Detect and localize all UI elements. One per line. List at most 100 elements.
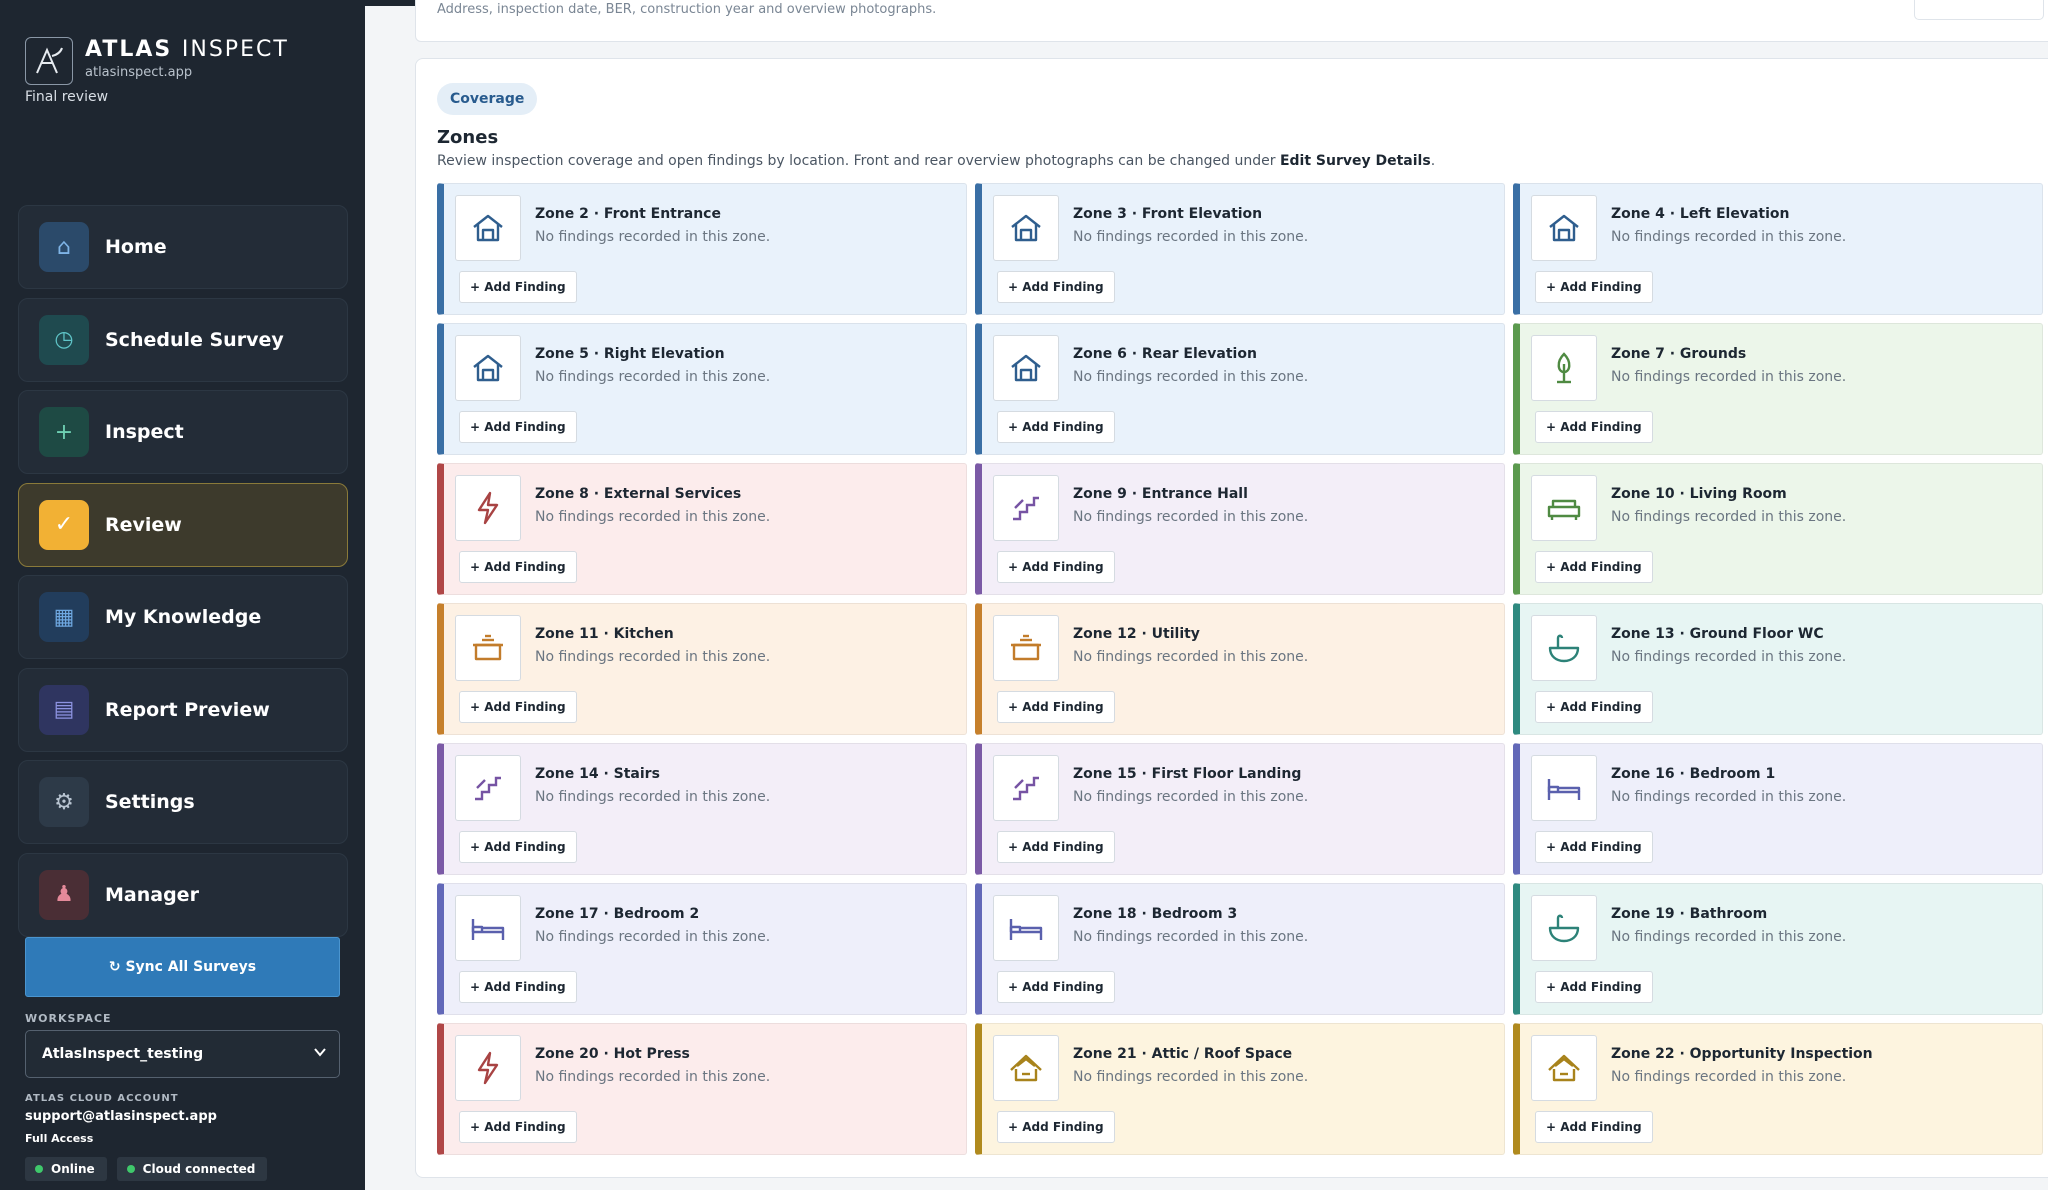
gear-icon: ⚙ [39, 777, 89, 827]
sidebar: ATLAS INSPECT atlasinspect.app Final rev… [0, 0, 365, 1190]
pot-icon [455, 615, 521, 681]
zone-name: Zone 19 · Bathroom [1611, 906, 1768, 922]
zone-card[interactable]: Zone 7 · Grounds No findings recorded in … [1513, 323, 2043, 455]
workspace-value: AtlasInspect_testing [42, 1046, 204, 1062]
add-finding-button[interactable]: + Add Finding [459, 691, 577, 723]
add-finding-button[interactable]: + Add Finding [997, 271, 1115, 303]
survey-details-card [415, 0, 2048, 42]
zone-card[interactable]: Zone 10 · Living Room No findings recorde… [1513, 463, 2043, 595]
add-finding-button[interactable]: + Add Finding [459, 1111, 577, 1143]
sidebar-item-home[interactable]: ⌂ Home [18, 205, 348, 289]
zone-card[interactable]: Zone 5 · Right Elevation No findings reco… [437, 323, 967, 455]
zone-name: Zone 13 · Ground Floor WC [1611, 626, 1824, 642]
zone-card[interactable]: Zone 13 · Ground Floor WC No findings rec… [1513, 603, 2043, 735]
zone-status: No findings recorded in this zone. [1073, 1069, 1309, 1085]
zone-card[interactable]: Zone 14 · Stairs No findings recorded in … [437, 743, 967, 875]
sidebar-item-settings[interactable]: ⚙ Settings [18, 760, 348, 844]
sync-all-surveys-button[interactable]: ↻ Sync All Surveys [25, 937, 340, 997]
zone-name: Zone 4 · Left Elevation [1611, 206, 1790, 222]
account-email: support@atlasinspect.app [25, 1109, 217, 1124]
zone-card[interactable]: Zone 22 · Opportunity Inspection No findi… [1513, 1023, 2043, 1155]
add-finding-button[interactable]: + Add Finding [459, 971, 577, 1003]
person-icon: ♟ [39, 869, 89, 920]
zone-status: No findings recorded in this zone. [1611, 1069, 1847, 1085]
sidebar-item-label: Settings [105, 791, 195, 813]
zone-card[interactable]: Zone 18 · Bedroom 3 No findings recorded … [975, 883, 1505, 1015]
add-finding-button[interactable]: + Add Finding [1535, 691, 1653, 723]
zone-status: No findings recorded in this zone. [1073, 229, 1309, 245]
check-icon: ✓ [39, 499, 89, 550]
house-icon [993, 195, 1059, 261]
zone-card[interactable]: Zone 4 · Left Elevation No findings recor… [1513, 183, 2043, 315]
stairs-icon [455, 755, 521, 821]
zone-card[interactable]: Zone 16 · Bedroom 1 No findings recorded … [1513, 743, 2043, 875]
add-finding-button[interactable]: + Add Finding [459, 551, 577, 583]
house-icon [455, 195, 521, 261]
house-icon [1531, 195, 1597, 261]
sidebar-item-label: Inspect [105, 421, 184, 443]
add-finding-button[interactable]: + Add Finding [459, 271, 577, 303]
roof-icon [1531, 1035, 1597, 1101]
add-finding-button[interactable]: + Add Finding [1535, 831, 1653, 863]
zone-card[interactable]: Zone 11 · Kitchen No findings recorded in… [437, 603, 967, 735]
status-badge-online: Online [25, 1157, 107, 1181]
zone-name: Zone 17 · Bedroom 2 [535, 906, 700, 922]
zone-name: Zone 20 · Hot Press [535, 1046, 690, 1062]
zone-card[interactable]: Zone 21 · Attic / Roof Space No findings … [975, 1023, 1505, 1155]
account-access: Full Access [25, 1132, 94, 1145]
zone-status: No findings recorded in this zone. [535, 229, 771, 245]
edit-survey-button[interactable] [1914, 0, 2044, 20]
zone-name: Zone 6 · Rear Elevation [1073, 346, 1257, 362]
status-badge-cloud: Cloud connected [116, 1157, 268, 1181]
report-icon: ▤ [39, 684, 89, 735]
add-finding-button[interactable]: + Add Finding [1535, 971, 1653, 1003]
edit-survey-details-link[interactable]: Edit Survey Details [1279, 153, 1431, 169]
sidebar-item-report-preview[interactable]: ▤ Report Preview [18, 667, 348, 752]
basin-icon [1531, 615, 1597, 681]
add-finding-button[interactable]: + Add Finding [1535, 1111, 1653, 1143]
zone-card[interactable]: Zone 17 · Bedroom 2 No findings recorded … [437, 883, 967, 1015]
bed-icon [1531, 755, 1597, 821]
add-finding-button[interactable]: + Add Finding [997, 971, 1115, 1003]
zone-status: No findings recorded in this zone. [1611, 929, 1847, 945]
zone-card[interactable]: Zone 15 · First Floor Landing No findings… [975, 743, 1505, 875]
add-finding-button[interactable]: + Add Finding [997, 1111, 1115, 1143]
sidebar-item-manager[interactable]: ♟ Manager [18, 852, 348, 937]
add-finding-button[interactable]: + Add Finding [997, 551, 1115, 583]
add-finding-button[interactable]: + Add Finding [459, 831, 577, 863]
sidebar-item-review[interactable]: ✓ Review [18, 482, 348, 567]
zone-card[interactable]: Zone 6 · Rear Elevation No findings recor… [975, 323, 1505, 455]
bed-icon [455, 895, 521, 961]
zone-card[interactable]: Zone 2 · Front Entrance No findings recor… [437, 183, 967, 315]
zone-name: Zone 18 · Bedroom 3 [1073, 906, 1238, 922]
zone-status: No findings recorded in this zone. [1611, 229, 1847, 245]
chevron-down-icon [313, 1045, 327, 1063]
add-finding-button[interactable]: + Add Finding [1535, 271, 1653, 303]
tree-icon [1531, 335, 1597, 401]
sidebar-item-my-knowledge[interactable]: ▦ My Knowledge [18, 575, 348, 659]
zone-card[interactable]: Zone 20 · Hot Press No findings recorded … [437, 1023, 967, 1155]
coverage-pill: Coverage [437, 83, 538, 115]
add-finding-button[interactable]: + Add Finding [997, 691, 1115, 723]
plus-icon: + [39, 407, 89, 457]
zone-card[interactable]: Zone 3 · Front Elevation No findings reco… [975, 183, 1505, 315]
roof-icon [993, 1035, 1059, 1101]
home-icon: ⌂ [39, 222, 89, 272]
zone-card[interactable]: Zone 12 · Utility No findings recorded in… [975, 603, 1505, 735]
add-finding-button[interactable]: + Add Finding [459, 411, 577, 443]
zone-status: No findings recorded in this zone. [1073, 789, 1309, 805]
add-finding-button[interactable]: + Add Finding [1535, 411, 1653, 443]
sidebar-item-schedule-survey[interactable]: ◷ Schedule Survey [18, 297, 348, 382]
status-dot-icon [35, 1165, 43, 1173]
add-finding-button[interactable]: + Add Finding [997, 831, 1115, 863]
sidebar-item-inspect[interactable]: + Inspect [18, 390, 348, 474]
house-icon [993, 335, 1059, 401]
zone-status: No findings recorded in this zone. [535, 789, 771, 805]
add-finding-button[interactable]: + Add Finding [1535, 551, 1653, 583]
add-finding-button[interactable]: + Add Finding [997, 411, 1115, 443]
workspace-select[interactable]: AtlasInspect_testing [25, 1030, 340, 1078]
zone-card[interactable]: Zone 19 · Bathroom No findings recorded i… [1513, 883, 2043, 1015]
zone-name: Zone 2 · Front Entrance [535, 206, 721, 222]
zone-card[interactable]: Zone 9 · Entrance Hall No findings record… [975, 463, 1505, 595]
zone-card[interactable]: Zone 8 · External Services No findings re… [437, 463, 967, 595]
